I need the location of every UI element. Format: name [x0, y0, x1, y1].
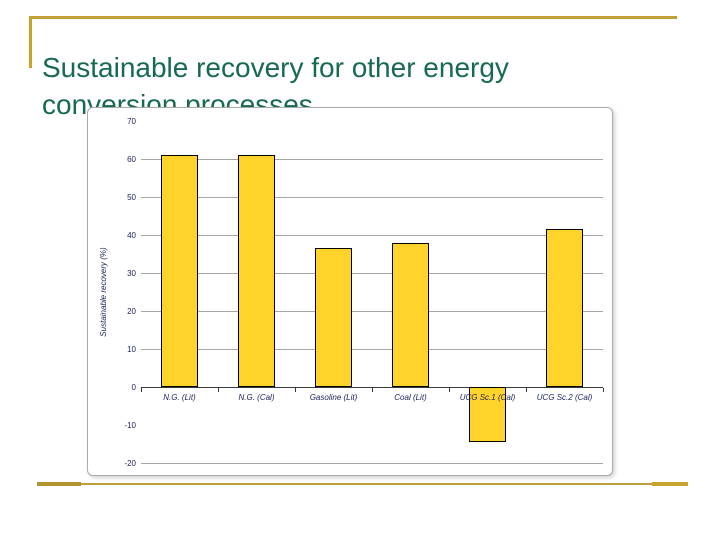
- x-tick: [526, 388, 527, 392]
- x-tick: [218, 388, 219, 392]
- x-category-label: UCG Sc.1 (Cal): [459, 393, 516, 402]
- x-tick: [141, 388, 142, 392]
- x-category-label: UCG Sc.2 (Cal): [536, 393, 593, 402]
- x-category-label: N.G. (Lit): [163, 393, 196, 402]
- bar-chart: Sustainable recovery (%) 70 60 50 40 30 20 10 0…: [87, 107, 613, 476]
- gridline: [141, 159, 603, 160]
- bottom-accent-segment-left: [37, 482, 81, 486]
- y-tick-label: 0: [131, 382, 136, 392]
- y-axis-title: Sustainable recovery (%): [99, 247, 108, 337]
- x-axis-line: [141, 387, 603, 388]
- bar: [392, 242, 429, 387]
- x-category-label: Gasoline (Lit): [309, 393, 358, 402]
- gridline: [141, 311, 603, 312]
- left-accent-line: [29, 16, 32, 68]
- x-tick: [603, 388, 604, 392]
- y-tick-label: 10: [127, 344, 136, 354]
- y-tick-label: 70: [127, 116, 136, 126]
- bar: [238, 155, 275, 387]
- bottom-accent-segment-right: [652, 482, 688, 486]
- bar: [315, 248, 352, 387]
- y-tick-label: -20: [124, 458, 136, 468]
- gridline: [141, 273, 603, 274]
- bottom-accent-line: [37, 483, 688, 485]
- y-tick-label: -10: [124, 420, 136, 430]
- y-tick-label: 30: [127, 268, 136, 278]
- bar: [546, 229, 583, 387]
- y-tick-label: 20: [127, 306, 136, 316]
- bar: [161, 155, 198, 387]
- bar: [469, 387, 506, 443]
- x-category-label: N.G. (Cal): [238, 393, 275, 402]
- y-tick-label: 60: [127, 154, 136, 164]
- gridline: [141, 463, 603, 464]
- top-accent-line: [30, 16, 677, 19]
- gridline: [141, 197, 603, 198]
- x-category-label: Coal (Lit): [394, 393, 427, 402]
- plot-area: 70 60 50 40 30 20 10 0 -10 -20 N.G. (Lit) N.G. (Cal…: [124, 117, 604, 468]
- y-tick-label: 40: [127, 230, 136, 240]
- y-tick-label: 50: [127, 192, 136, 202]
- x-tick: [449, 388, 450, 392]
- gridline: [141, 349, 603, 350]
- gridline: [141, 235, 603, 236]
- x-tick: [372, 388, 373, 392]
- x-tick: [295, 388, 296, 392]
- slide-title: Sustainable recovery for other energy co…: [42, 51, 509, 120]
